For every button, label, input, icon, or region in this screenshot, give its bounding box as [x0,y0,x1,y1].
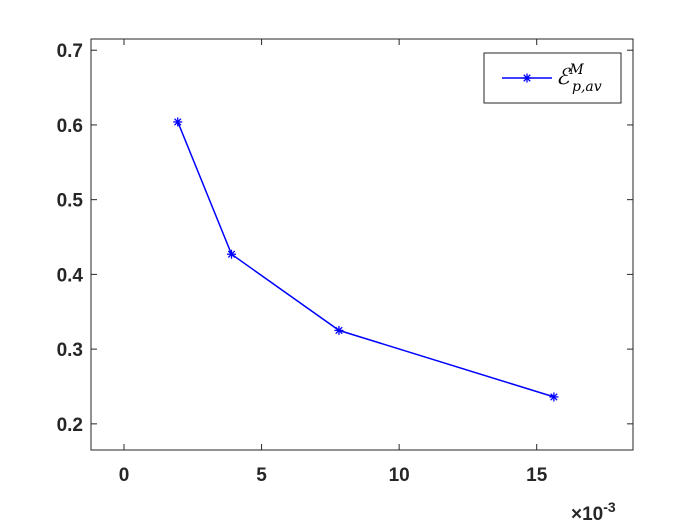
marker-stroke [174,118,182,126]
series-line [177,121,555,398]
x-tick-labels: 0 5 10 15 [119,465,548,486]
y-tick-label: 0.3 [57,340,83,361]
y-tick-label: 0.6 [57,116,83,137]
legend-box [483,52,622,104]
y-tick-labels: 0.2 0.3 0.4 0.5 0.6 0.7 [57,41,84,436]
legend-label: ℰM p,av [556,62,602,95]
x-tick-label: 15 [526,465,548,486]
marker-stroke [550,393,558,401]
legend: ℰM p,av [483,52,622,104]
y-tick-label: 0.7 [57,41,83,62]
marker-stroke [335,326,343,335]
x-axis-multiplier-base: ×10 [571,504,603,525]
x-tick-label: 5 [256,465,267,486]
legend-label-subscript: p,av [572,79,602,95]
y-tick-label: 0.2 [57,415,83,436]
series-layer [173,117,559,402]
legend-label-script: ℰ [556,65,572,90]
marker-stroke [523,74,531,82]
legend-asterisk [522,73,532,83]
x-axis-multiplier: ×10-3 [571,499,616,525]
data-point [226,249,236,259]
x-tick-label: 10 [389,465,410,486]
data-point [173,117,183,127]
marker-stroke [227,250,236,258]
y-tick-label: 0.5 [57,191,84,212]
y-tick-label: 0.4 [57,265,84,286]
plot-area [90,38,634,451]
data-point [334,325,344,335]
data-point [549,392,559,402]
x-axis-multiplier-exponent: -3 [603,499,616,515]
legend-label-superscript: M [568,62,584,78]
axis-ticks [91,39,633,450]
legend-marker [522,73,532,83]
x-tick-label: 0 [119,465,130,486]
